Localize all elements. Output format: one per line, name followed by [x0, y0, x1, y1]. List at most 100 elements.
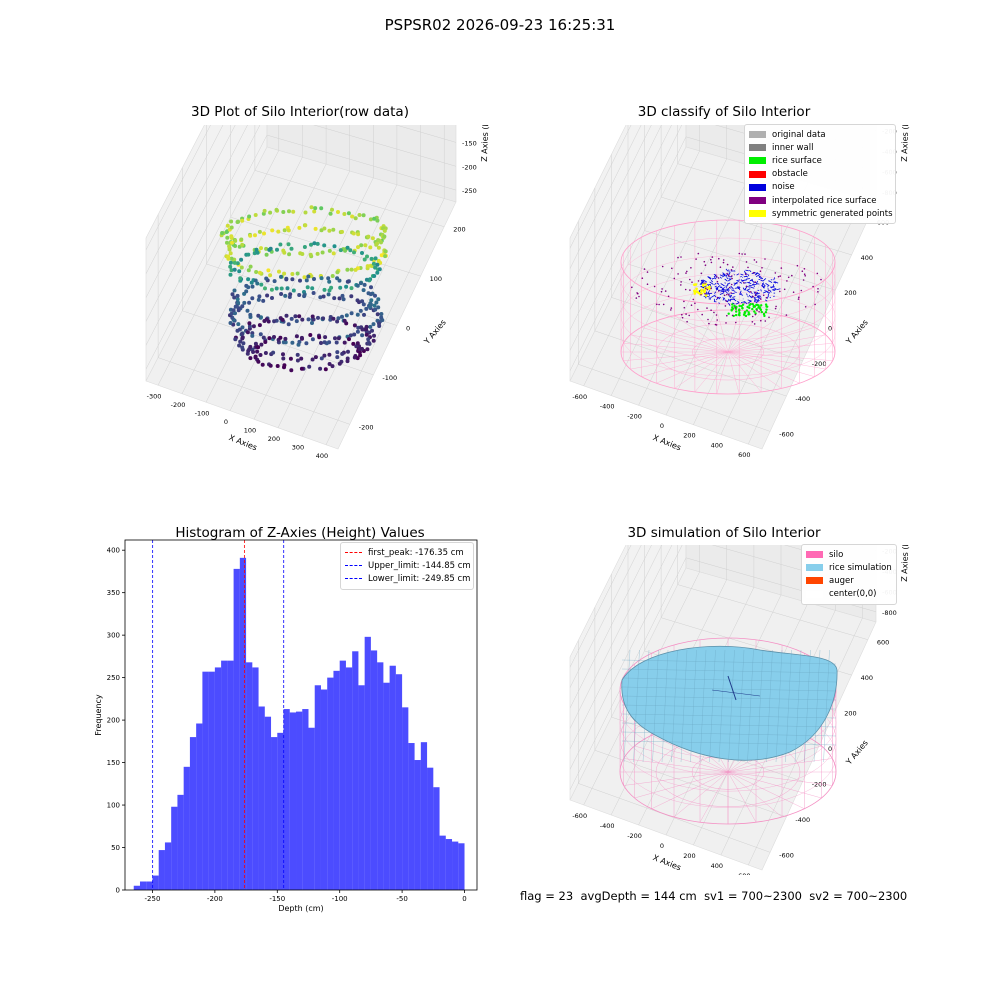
raw-scatter-point [349, 286, 354, 291]
classify-noise-point [711, 277, 715, 280]
classify-interpolated-point [710, 287, 712, 290]
raw-scatter-point [336, 336, 341, 341]
raw-scatter-point [237, 343, 242, 348]
raw-scatter-point [322, 226, 327, 231]
classify-symmetric-point [701, 284, 705, 287]
raw-scatter-point [272, 319, 277, 324]
raw-scatter-point [298, 278, 302, 283]
raw-scatter-point [275, 247, 279, 252]
histogram-bar [445, 839, 453, 890]
classify-rice-surface-point [757, 304, 760, 307]
raw-scatter-point [326, 292, 331, 297]
sim-grid-y [578, 640, 771, 853]
raw-scatter-point [253, 278, 258, 283]
classify-silo-spoke [727, 351, 800, 384]
histogram-bar [271, 737, 278, 890]
raw-scatter-point [341, 297, 346, 302]
raw-scatter-point [319, 206, 324, 211]
classify-rice-surface-point [734, 313, 738, 317]
raw-scatter-point [270, 228, 275, 233]
raw-scatter-point [268, 363, 273, 368]
raw-grid-x [229, 125, 350, 411]
classify-x-tick-label: -600 [572, 393, 587, 401]
raw-scatter-point [372, 333, 376, 338]
classify-interpolated-point [643, 268, 646, 270]
raw-scatter-point [318, 295, 323, 300]
classify-noise-point [715, 297, 720, 301]
histogram-bar [333, 670, 340, 890]
classify-interpolated-point [732, 266, 734, 268]
histogram-bar [164, 842, 172, 890]
raw-scatter-point [257, 229, 262, 234]
raw-scatter-point [237, 269, 242, 274]
sim-rice-mesh-line [621, 722, 837, 728]
sim-rice-mesh-line [621, 731, 837, 737]
classify-grid-y [644, 125, 836, 291]
classify-noise-point [754, 272, 759, 276]
raw-scatter-point [274, 207, 279, 212]
classify-grid-y [578, 221, 771, 432]
sim-y-tick-label: -200 [812, 780, 827, 788]
classify-rice-surface-point [762, 312, 766, 316]
classify-interpolated-point [804, 275, 806, 277]
raw-scatter-point [281, 210, 286, 214]
classify-noise-point [764, 299, 768, 302]
raw-grid-y [206, 125, 398, 326]
raw-scatter-point [355, 329, 360, 334]
classify-interpolated-point [706, 288, 709, 291]
raw-scatter-point [375, 262, 380, 267]
classify-interpolated-point [689, 289, 691, 291]
classify-interpolated-point [735, 321, 737, 324]
raw-scatter-point [256, 297, 261, 302]
histogram-x-tick-label: 0 [462, 895, 466, 903]
classify-noise-point [726, 288, 730, 290]
classify-noise-point [734, 280, 739, 285]
classify-noise-point [732, 296, 736, 298]
raw-scatter-point [284, 313, 289, 318]
raw-scatter-point [376, 297, 381, 302]
classify-interpolated-point [637, 292, 639, 295]
raw-scatter-point [280, 317, 285, 322]
sim-rice-mesh-line [823, 649, 830, 763]
classify-y-tick-label: 400 [861, 254, 873, 262]
histogram-bar [233, 568, 240, 890]
raw-scatter-point [246, 268, 251, 273]
raw-scatter-point [288, 292, 293, 297]
raw-scatter-point [284, 277, 289, 282]
raw-scatter-point [312, 277, 316, 281]
classify-interpolated-point [731, 314, 734, 317]
raw-scatter-point [327, 362, 332, 366]
classify-interpolated-point [695, 258, 697, 260]
avg-depth-value: avgDepth = 144 cm [580, 889, 697, 903]
classify-interpolated-point [656, 303, 658, 306]
classify-noise-point [718, 296, 721, 300]
classify-noise-point [768, 291, 771, 294]
classify-interpolated-point [683, 306, 686, 309]
raw-scatter-point [291, 288, 296, 293]
classify-noise-point [700, 279, 704, 283]
legend-label: symmetric generated points [772, 208, 893, 219]
classify-interpolated-point [680, 256, 682, 258]
classify-silo-spoke [727, 320, 800, 353]
raw-scatter-point [250, 331, 255, 336]
classify-interpolated-point [710, 261, 713, 264]
simulation-legend-item: rice simulation [806, 561, 892, 574]
raw-z-tick-label: -150 [462, 139, 477, 147]
classify-noise-point [720, 283, 725, 287]
raw-scatter-point [246, 252, 251, 257]
raw-scatter-point [248, 356, 253, 361]
histogram-bar [252, 667, 259, 890]
histogram-bar [314, 685, 321, 890]
histogram-bar [239, 557, 247, 890]
raw-scatter-point [322, 243, 327, 248]
sim-grid-x [748, 545, 863, 866]
classify-interpolated-point [753, 323, 756, 325]
raw-scatter-point [240, 335, 245, 340]
raw-scatter-point [319, 356, 324, 361]
classify-noise-point [747, 300, 751, 304]
raw-scatter-point [295, 271, 300, 276]
raw-scatter-point [335, 270, 340, 275]
sim-silo-spoke [727, 771, 805, 809]
histogram-bar [352, 651, 359, 890]
classify-y-tick-label: 200 [844, 289, 856, 297]
